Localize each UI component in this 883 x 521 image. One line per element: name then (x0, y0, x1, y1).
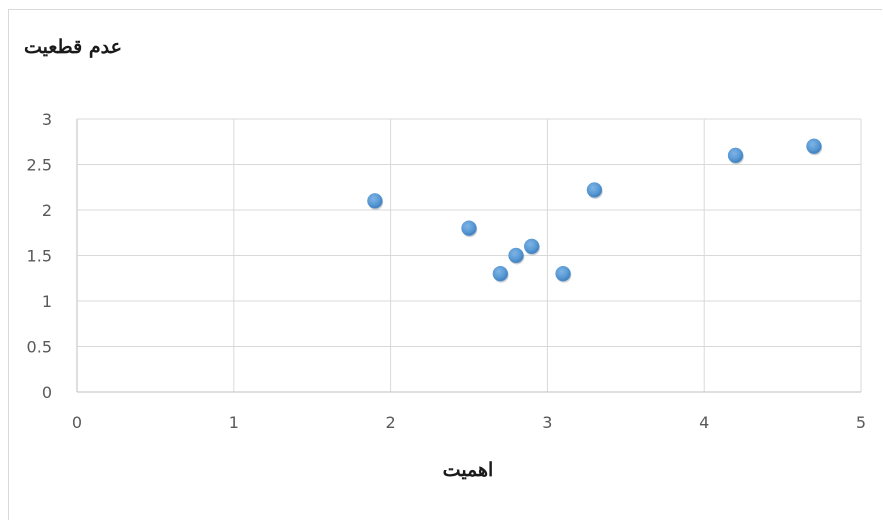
y-tick-label: 2 (42, 201, 52, 220)
chart-area (8, 9, 882, 520)
x-axis-title: اهمیت (443, 459, 494, 481)
x-tick-label: 1 (229, 413, 239, 432)
y-axis-title: عدم قطعیت (24, 36, 122, 58)
x-tick-label: 3 (542, 413, 552, 432)
x-tick-label: 4 (699, 413, 709, 432)
data-point (523, 238, 540, 255)
x-tick-label: 2 (386, 413, 396, 432)
y-tick-label: 1.5 (27, 247, 52, 266)
data-point (555, 265, 571, 282)
y-tick-label: 0.5 (27, 338, 52, 357)
x-tick-label: 0 (72, 413, 82, 432)
y-tick-label: 3 (42, 110, 52, 129)
data-point (806, 138, 822, 155)
data-point (492, 265, 509, 282)
tick-labels: 0 1 2 3 4 5 0 0.5 1 1.5 2 2.5 3 (27, 110, 867, 432)
data-point (727, 147, 744, 164)
data-point (586, 182, 603, 198)
x-tick-label: 5 (856, 413, 866, 432)
data-point (461, 220, 477, 236)
data-point (508, 247, 524, 264)
data-point (367, 193, 383, 209)
y-tick-label: 0 (42, 383, 52, 402)
y-tick-label: 1 (42, 292, 52, 311)
y-tick-label: 2.5 (27, 156, 52, 175)
data-points (367, 138, 823, 283)
gridlines (76, 118, 862, 393)
